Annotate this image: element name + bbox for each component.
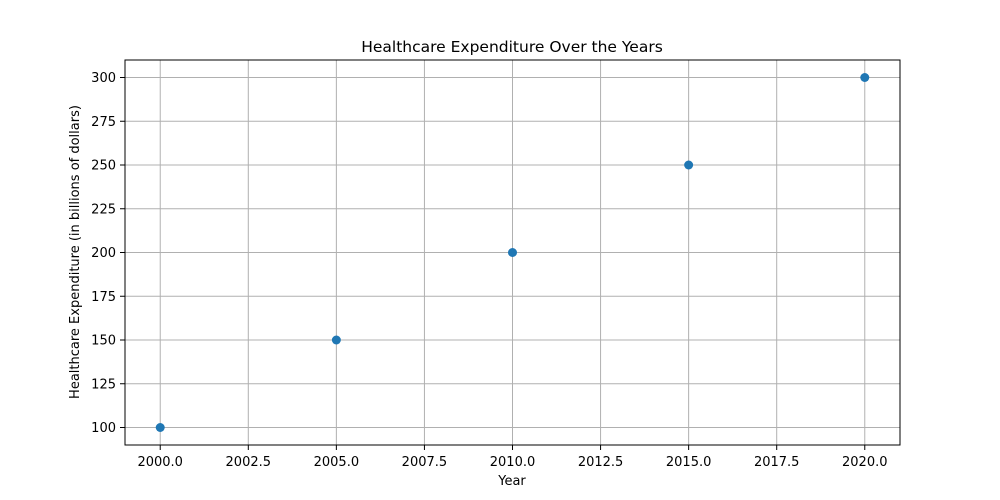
data-point — [331, 335, 341, 345]
x-tick-label: 2010.0 — [490, 455, 536, 470]
x-tick-label: 2005.0 — [314, 455, 360, 470]
y-axis-label: Healthcare Expenditure (in billions of d… — [68, 105, 83, 399]
data-point — [860, 73, 870, 82]
x-tick-label: 2000.0 — [137, 455, 183, 470]
y-tick-label: 200 — [91, 246, 116, 261]
y-tick-label: 125 — [91, 377, 116, 392]
chart-title: Healthcare Expenditure Over the Years — [361, 38, 663, 56]
y-tick-label: 150 — [91, 334, 116, 349]
y-tick-label: 275 — [91, 115, 116, 130]
x-tick-label: 2015.0 — [666, 455, 712, 470]
x-axis-label: Year — [497, 474, 526, 489]
data-point — [508, 248, 517, 257]
data-point — [684, 160, 694, 170]
x-tick-label: 2012.5 — [578, 455, 624, 470]
y-tick-label: 175 — [91, 290, 116, 305]
x-tick-label: 2020.0 — [842, 455, 888, 470]
y-tick-label: 225 — [91, 202, 116, 217]
x-tick-label: 2002.5 — [226, 455, 272, 470]
x-tick-label: 2007.5 — [402, 455, 448, 470]
axis-ticks: 2000.0 2002.5 2005.0 2007.5 2010.0 2012.5 2015… — [91, 71, 887, 470]
y-tick-label: 300 — [91, 71, 116, 86]
y-tick-label: 100 — [91, 421, 116, 436]
y-tick-label: 250 — [91, 159, 116, 174]
x-tick-label: 2017.5 — [754, 455, 800, 470]
data-point — [155, 423, 165, 432]
data-points — [155, 73, 870, 432]
